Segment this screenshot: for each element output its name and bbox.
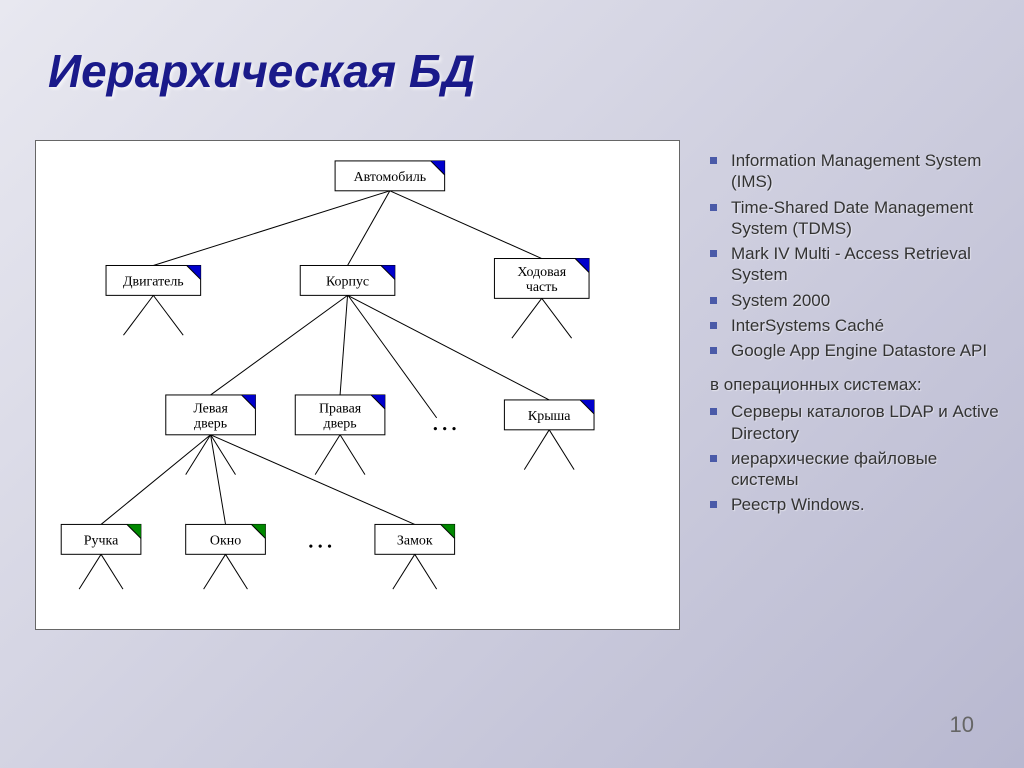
tree-node-label: Левая [193, 401, 228, 416]
tree-stub [393, 554, 415, 589]
tree-stub [123, 295, 153, 335]
bullets_b-item: иерархические файловые системы [710, 448, 1000, 491]
tree-node-label: часть [526, 280, 558, 295]
bullet-icon [710, 408, 717, 415]
tree-stub [204, 554, 226, 589]
tree-node-label: Правая [319, 401, 362, 416]
ellipsis-text: … [431, 406, 459, 437]
bullet-icon [710, 250, 717, 257]
tree-node-label: Автомобиль [354, 170, 427, 185]
bullet-icon [710, 297, 717, 304]
tree-stub [153, 295, 183, 335]
tree-node: Двигатель [106, 265, 201, 295]
tree-node: Праваядверь [295, 395, 385, 435]
bullets_a-item: Time-Shared Date Management System (TDMS… [710, 197, 1000, 240]
tree-node-label: дверь [194, 416, 227, 431]
tree-diagram: Автомобиль Двигатель Корпус Ходоваячасть Лев… [35, 140, 680, 630]
tree-node-label: Крыша [528, 409, 571, 424]
bullet-icon [710, 501, 717, 508]
bullet-text: InterSystems Caché [731, 315, 884, 336]
bullet-text: Реестр Windows. [731, 494, 865, 515]
tree-stub [101, 554, 123, 589]
bullet-icon [710, 347, 717, 354]
tree-edge [211, 435, 415, 525]
tree-stub [226, 554, 248, 589]
tree-stub [549, 430, 574, 470]
bullet-icon [710, 322, 717, 329]
tree-node: Леваядверь [166, 395, 256, 435]
bullets_a-item: System 2000 [710, 290, 1000, 311]
tree-stub [415, 554, 437, 589]
bullet-icon [710, 204, 717, 211]
tree-node: Окно [186, 524, 266, 554]
tree-node-label: Ручка [84, 533, 118, 548]
bullet-list: Information Management System (IMS)Time-… [710, 150, 1000, 520]
tree-node: Ходоваячасть [494, 259, 589, 299]
ellipsis-text: … [306, 523, 334, 554]
bullets_a-item: Google App Engine Datastore API [710, 340, 1000, 361]
bullets_a-item: Information Management System (IMS) [710, 150, 1000, 193]
tree-node-label: дверь [324, 416, 357, 431]
tree-node: Замок [375, 524, 455, 554]
bullet-text: Google App Engine Datastore API [731, 340, 987, 361]
bullet-icon [710, 455, 717, 462]
tree-edge [348, 295, 550, 400]
tree-node-label: Замок [397, 533, 433, 548]
tree-node-label: Корпус [326, 274, 369, 289]
tree-node-label: Окно [210, 533, 241, 548]
tree-stub [542, 298, 572, 338]
slide-title: Иерархическая БД [48, 44, 475, 98]
bullet-text: Time-Shared Date Management System (TDMS… [731, 197, 1000, 240]
tree-edge [340, 295, 347, 395]
tree-stub [186, 435, 211, 475]
tree-node-label: Ходовая [517, 265, 566, 280]
tree-node: Автомобиль [335, 161, 445, 191]
tree-node: Крыша [504, 400, 594, 430]
tree-edge [211, 435, 226, 525]
tree-stub [315, 435, 340, 475]
tree-node: Корпус [300, 265, 395, 295]
tree-node-label: Двигатель [123, 274, 184, 289]
tree-edge [211, 295, 348, 395]
bullets_a-item: InterSystems Caché [710, 315, 1000, 336]
tree-stub [79, 554, 101, 589]
bullets_a-item: Mark IV Multi - Access Retrieval System [710, 243, 1000, 286]
bullet-text: Information Management System (IMS) [731, 150, 1000, 193]
page-number: 10 [950, 712, 974, 738]
tree-stub [524, 430, 549, 470]
tree-svg: Автомобиль Двигатель Корпус Ходоваячасть Лев… [36, 141, 679, 629]
tree-edge [101, 435, 211, 525]
bullet-text: Mark IV Multi - Access Retrieval System [731, 243, 1000, 286]
tree-node: Ручка [61, 524, 141, 554]
tree-stub [512, 298, 542, 338]
bullet-text: System 2000 [731, 290, 830, 311]
tree-stub [340, 435, 365, 475]
tree-edge [390, 191, 542, 259]
bullet-text: Серверы каталогов LDAP и Active Director… [731, 401, 1000, 444]
section-label: в операционных системах: [710, 375, 1000, 395]
bullets_b-item: Реестр Windows. [710, 494, 1000, 515]
bullet-icon [710, 157, 717, 164]
bullet-text: иерархические файловые системы [731, 448, 1000, 491]
bullets_b-item: Серверы каталогов LDAP и Active Director… [710, 401, 1000, 444]
